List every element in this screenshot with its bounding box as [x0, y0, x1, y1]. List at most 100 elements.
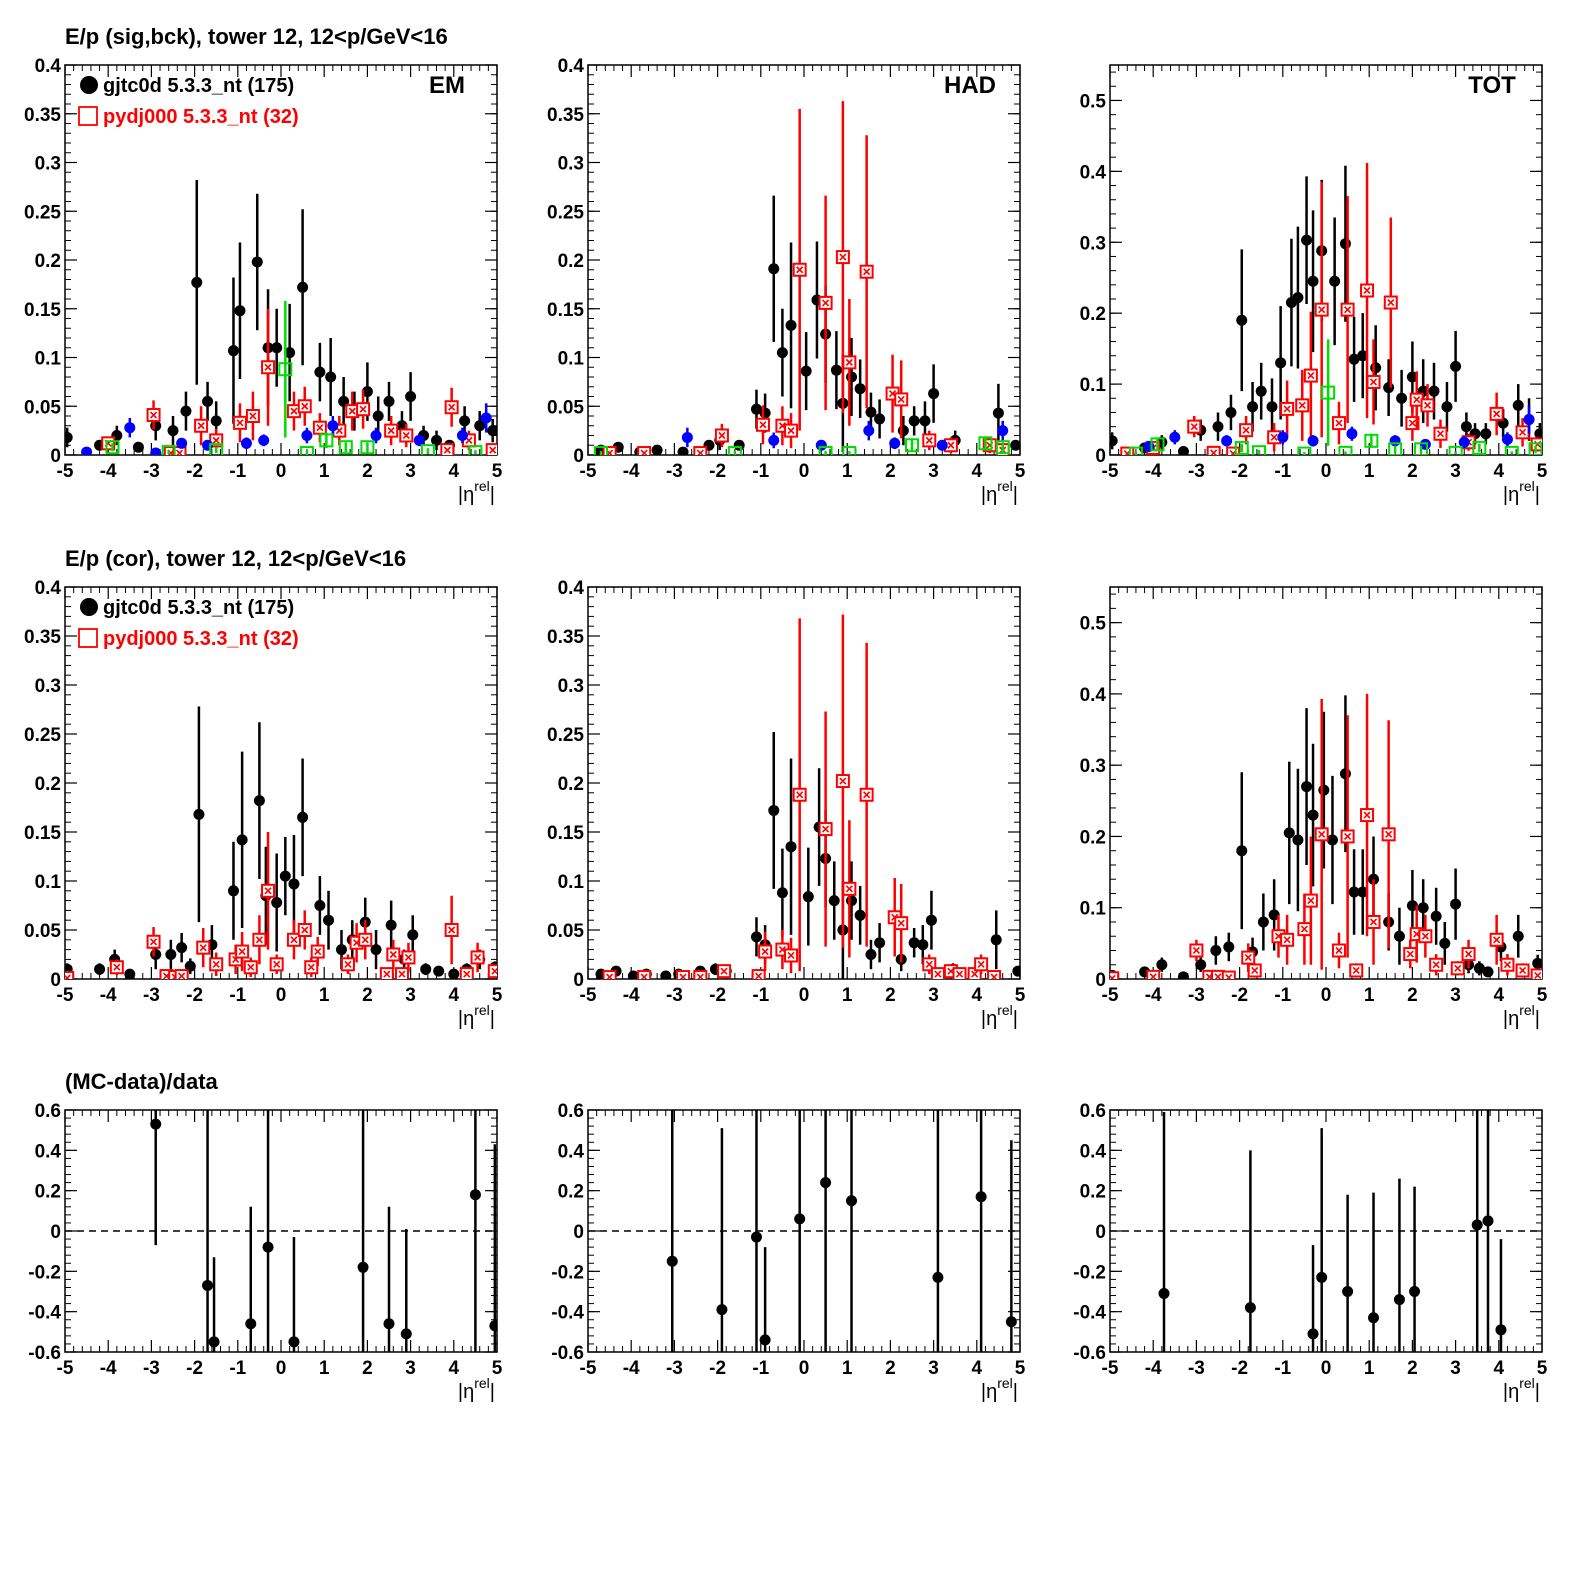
marker-cross [236, 419, 244, 427]
x-tick-label: 2 [1407, 461, 1418, 482]
series-3 [81, 403, 492, 455]
x-tick-label: -3 [1188, 1358, 1205, 1379]
data-point [227, 345, 239, 357]
data-point [262, 1241, 274, 1253]
x-tick-label: -2 [1231, 1358, 1248, 1379]
series-1 [65, 706, 497, 979]
data-point [132, 441, 144, 453]
marker-cross [755, 972, 763, 979]
data-point [1339, 238, 1351, 250]
data-point [1146, 969, 1161, 979]
data-point [1236, 314, 1248, 326]
data-point [361, 386, 373, 398]
data-point [1342, 1286, 1354, 1297]
data-point [288, 878, 300, 890]
data-point [750, 1231, 762, 1243]
marker-cross [971, 970, 979, 978]
x-tick-label: -2 [1231, 461, 1248, 482]
y-tick-label: 0.1 [1080, 375, 1107, 396]
panel-label: TOT [1468, 72, 1516, 99]
data-point [1292, 292, 1304, 304]
data-point [676, 970, 691, 979]
x-tick-label: -3 [1188, 985, 1205, 1006]
data-point [1414, 442, 1429, 455]
x-tick-label: 5 [1015, 985, 1026, 1006]
marker-cross [448, 403, 456, 411]
marker-cross [1270, 433, 1278, 441]
data-point [1307, 275, 1319, 287]
data-point [1252, 445, 1267, 455]
marker-cross [264, 363, 272, 371]
marker-cross [1421, 932, 1429, 940]
data-point [846, 371, 858, 383]
marker-cross [176, 449, 184, 455]
x-tick-label: 5 [492, 985, 503, 1006]
data-point [487, 425, 497, 437]
data-layer [595, 614, 1020, 979]
x-tick-label: -4 [1145, 1358, 1162, 1379]
marker-cross [404, 953, 413, 962]
series-1 [666, 1110, 1017, 1352]
marker-cross [149, 411, 158, 419]
y-tick-label: 0.3 [1080, 756, 1106, 777]
y-tick-label: 0.35 [24, 627, 61, 648]
marker-cross [1518, 428, 1527, 436]
data-point [874, 413, 886, 425]
marker-cross [1493, 410, 1501, 418]
data-point [1428, 385, 1440, 397]
data-point [936, 439, 948, 451]
marker-cross [1436, 430, 1445, 438]
marker-cross [314, 947, 322, 956]
data-point [987, 970, 1002, 979]
marker-cross [761, 947, 769, 956]
data-point [370, 430, 382, 441]
legend-entry: gjtc0d 5.3.3_nt (175) [103, 75, 294, 97]
data-point [1396, 392, 1408, 404]
data-point [1257, 916, 1269, 928]
x-tick-label: -3 [666, 985, 683, 1006]
data-point [1177, 971, 1189, 979]
x-tick-label: -4 [623, 1358, 640, 1379]
data-point [314, 366, 326, 378]
y-tick-label: 0.05 [24, 397, 61, 418]
data-point [759, 407, 771, 419]
panel-3: -5 -4 -3 -2 -1 0 1 2 3 4 5 0 0.1 0.2 0.3 0.4 0.5 |ηrel| TO… [1080, 64, 1548, 506]
x-tick-label: 1 [842, 1358, 853, 1379]
data-point [874, 937, 886, 949]
data-point [1307, 809, 1319, 821]
x-tick-label: 0 [799, 985, 810, 1006]
marker-cross [1335, 946, 1343, 955]
y-tick-label: -0.4 [28, 1303, 61, 1324]
data-layer [1158, 1110, 1507, 1352]
data-point [800, 365, 812, 377]
data-point [1471, 1219, 1483, 1231]
data-point [842, 446, 857, 455]
data-point [928, 388, 940, 400]
marker-cross [448, 926, 456, 934]
marker-cross [113, 963, 121, 971]
marker-cross [491, 967, 497, 975]
x-tick-label: -3 [666, 1358, 683, 1379]
data-point [431, 434, 443, 446]
legend-entry: pydj000 5.3.3_nt (32) [103, 628, 299, 650]
x-tick-label: 0 [799, 461, 810, 482]
x-axis-label: |ηrel| [1503, 1002, 1540, 1030]
data-point [1221, 435, 1233, 447]
marker-cross [1242, 426, 1250, 434]
data-point [271, 897, 283, 909]
data-point [863, 425, 875, 437]
data-layer [1110, 162, 1542, 455]
data-point [165, 949, 177, 960]
data-point [677, 446, 689, 455]
marker-cross [344, 960, 352, 968]
data-point [733, 439, 745, 451]
data-point [1430, 910, 1442, 922]
data-point [456, 430, 468, 441]
data-point [81, 446, 93, 455]
data-point [997, 425, 1009, 437]
data-point [1316, 1271, 1328, 1283]
marker-cross [389, 950, 397, 959]
marker-cross [1307, 372, 1315, 380]
y-tick-label: -0.2 [1073, 1262, 1106, 1283]
